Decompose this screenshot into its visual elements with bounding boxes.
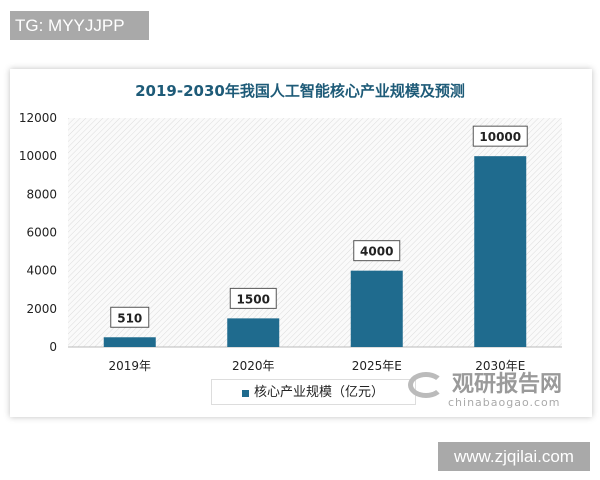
y-tick-label: 2000 bbox=[26, 302, 57, 316]
data-label: 4000 bbox=[360, 245, 393, 259]
data-label-box bbox=[229, 287, 277, 309]
data-label: 510 bbox=[117, 311, 142, 325]
y-tick-label: 0 bbox=[49, 340, 57, 354]
source-logo-cn: 观研报告网 bbox=[452, 372, 563, 397]
watermark-top: TG: MYYJJPP bbox=[10, 11, 149, 40]
x-tick-label: 2030年E bbox=[475, 359, 525, 373]
bar bbox=[227, 318, 280, 347]
legend-label: 核心产业规模（亿元） bbox=[254, 385, 385, 400]
data-label: 10000 bbox=[479, 130, 521, 144]
data-label-box bbox=[110, 306, 150, 328]
chart-title: 2019-2030年我国人工智能核心产业规模及预测 bbox=[135, 82, 465, 100]
legend-swatch bbox=[242, 390, 249, 397]
y-tick-label: 6000 bbox=[26, 226, 57, 240]
y-tick-label: 12000 bbox=[19, 111, 57, 125]
bar bbox=[350, 270, 403, 347]
y-tick-label: 8000 bbox=[26, 187, 57, 201]
y-tick-label: 4000 bbox=[26, 264, 57, 278]
watermark-bottom: www.zjqilai.com bbox=[438, 442, 590, 471]
logo-icon bbox=[408, 372, 444, 398]
bar bbox=[474, 156, 527, 347]
x-tick-label: 2020年 bbox=[232, 359, 275, 373]
data-label-box bbox=[472, 125, 528, 147]
legend: 核心产业规模（亿元） bbox=[211, 379, 416, 405]
bar bbox=[103, 337, 156, 347]
x-tick-label: 2025年E bbox=[352, 359, 402, 373]
source-logo-en: chinabaogao.com bbox=[448, 396, 561, 409]
y-tick-label: 10000 bbox=[19, 149, 57, 163]
data-label-box bbox=[353, 240, 401, 262]
x-tick-label: 2019年 bbox=[108, 359, 151, 373]
data-label: 1500 bbox=[237, 292, 270, 306]
